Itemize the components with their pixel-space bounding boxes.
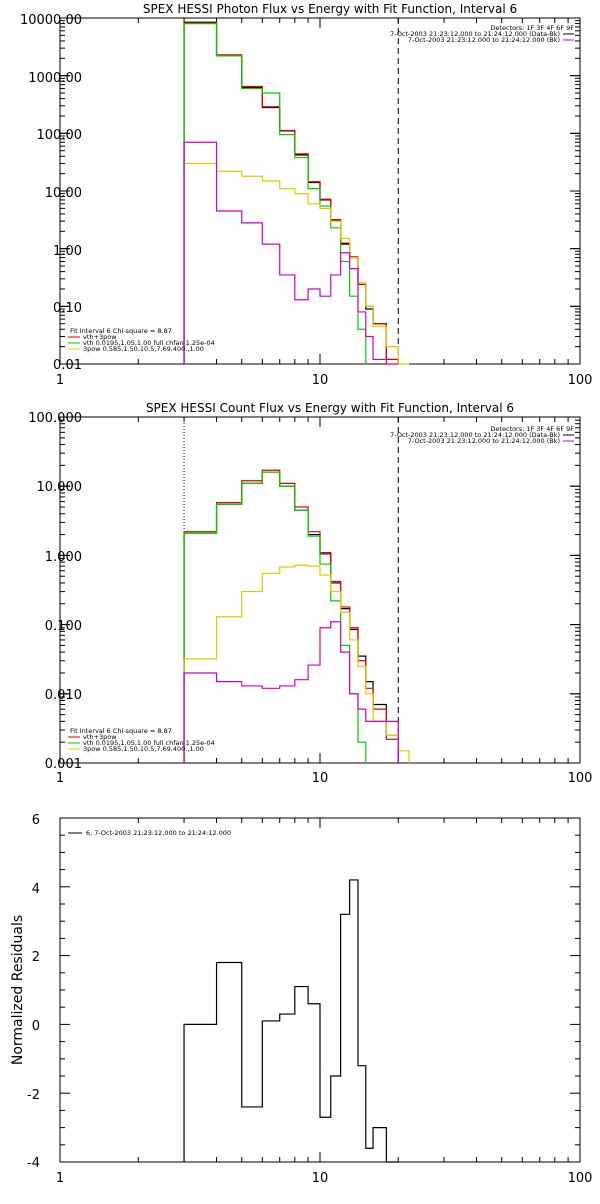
count-flux-panel: SPEX HESSI Count Flux vs Energy with Fit… <box>28 401 592 786</box>
residuals-legend-entry: 6, 7-Oct-2003 21:23:12.000 to 21:24:12.0… <box>86 829 231 837</box>
residuals-curves <box>183 879 399 1163</box>
photon-series-line <box>183 22 399 364</box>
photon-xtick-label: 1 <box>56 373 64 388</box>
count-fit-entry: vth 0.0195,1.05,1.00 full chfan 1.25e-04 <box>83 739 215 747</box>
count-ytick-label: 0.010 <box>45 688 82 703</box>
photon-ytick-label: 10.00 <box>45 186 82 201</box>
photon-legend-entry: 7-Oct-2003 21:23:12.000 to 21:24:12.000 … <box>408 36 560 44</box>
photon-flux-panel: SPEX HESSI Photon Flux vs Energy with Fi… <box>20 2 592 388</box>
count-series-line <box>183 621 399 763</box>
residuals-y-axis-label: Normalized Residuals <box>10 915 26 1065</box>
count-xtick-label: 1 <box>56 771 64 786</box>
count-fit-entry: vth+3pow <box>83 733 117 741</box>
count-series-line <box>183 471 367 763</box>
photon-chart-title: SPEX HESSI Photon Flux vs Energy with Fi… <box>143 2 517 16</box>
residuals-ytick-label: 4 <box>32 882 40 897</box>
residuals-ticks <box>59 817 581 1163</box>
photon-detectors-label: Detectors: 1F 3F 4F 6F 9F <box>490 24 574 32</box>
residuals-ytick-label: -2 <box>27 1088 40 1103</box>
photon-series-line <box>183 22 367 364</box>
count-fit-entry: 3pow 0.585,1.50,10.5,7.69,400.,1.00 <box>83 745 204 753</box>
count-series-line <box>183 564 410 763</box>
count-ytick-label: 1.000 <box>45 550 82 565</box>
count-xtick-label: 10 <box>312 771 329 786</box>
photon-ytick-label: 0.10 <box>53 301 82 316</box>
count-series-line <box>183 469 399 763</box>
photon-ticks <box>59 17 581 365</box>
residuals-xtick-label: 1 <box>56 1171 64 1186</box>
photon-fit-entry: 3pow 0.585,1.50,10.5,7.69,400.,1.00 <box>83 345 204 353</box>
residuals-xtick-label: 100 <box>568 1171 593 1186</box>
count-legend-entry: 7-Oct-2003 21:23:12.000 to 21:24:12.000 … <box>390 431 560 439</box>
photon-fit-entry: vth 0.0195,1.05,1.00 full chfan 1.25e-04 <box>83 339 215 347</box>
count-plot-frame <box>59 416 581 764</box>
photon-ytick-label: 1000.00 <box>28 71 82 86</box>
count-fit-title: Fit Interval 6 Chi-square = 8.87 <box>70 727 172 735</box>
count-ytick-label: 10.000 <box>37 480 83 495</box>
residuals-panel: 6 4 2 0 -2 -4 Normalized Residuals 1 10 … <box>10 813 592 1186</box>
photon-legend-entry: 7-Oct-2003 21:23:12.000 to 21:24:12.000 … <box>390 30 560 38</box>
residuals-ytick-label: -4 <box>27 1156 40 1171</box>
photon-ytick-label: 0.01 <box>53 358 82 373</box>
count-ytick-label: 100.000 <box>28 411 82 426</box>
count-ticks <box>59 416 581 764</box>
count-detectors-label: Detectors: 1F 3F 4F 6F 9F <box>490 425 574 433</box>
photon-curves <box>183 18 410 365</box>
count-chart-title: SPEX HESSI Count Flux vs Energy with Fit… <box>146 401 514 415</box>
photon-xtick-label: 100 <box>568 373 593 388</box>
count-ytick-label: 0.100 <box>45 619 82 634</box>
photon-series-line <box>183 162 410 365</box>
photon-series-line <box>183 141 399 365</box>
count-curves <box>183 417 410 763</box>
photon-xtick-label: 10 <box>312 373 329 388</box>
photon-fit-entry: vth+3pow <box>83 333 117 341</box>
count-xtick-label: 100 <box>568 771 593 786</box>
residuals-series-line <box>183 879 399 1163</box>
residuals-ytick-label: 6 <box>32 813 40 828</box>
residuals-xtick-label: 10 <box>312 1171 329 1186</box>
photon-ytick-label: 100.00 <box>37 128 83 143</box>
count-legend-entry: 7-Oct-2003 21:23:12.000 to 21:24:12.000 … <box>408 437 560 445</box>
photon-ytick-label: 1.00 <box>53 244 82 259</box>
residuals-ytick-label: 0 <box>32 1019 40 1034</box>
photon-ytick-label: 10000.00 <box>20 13 82 28</box>
residuals-ytick-label: 2 <box>32 950 40 965</box>
count-ytick-label: 0.001 <box>45 757 82 772</box>
photon-fit-title: Fit Interval 6 Chi-square = 8.87 <box>70 327 172 335</box>
